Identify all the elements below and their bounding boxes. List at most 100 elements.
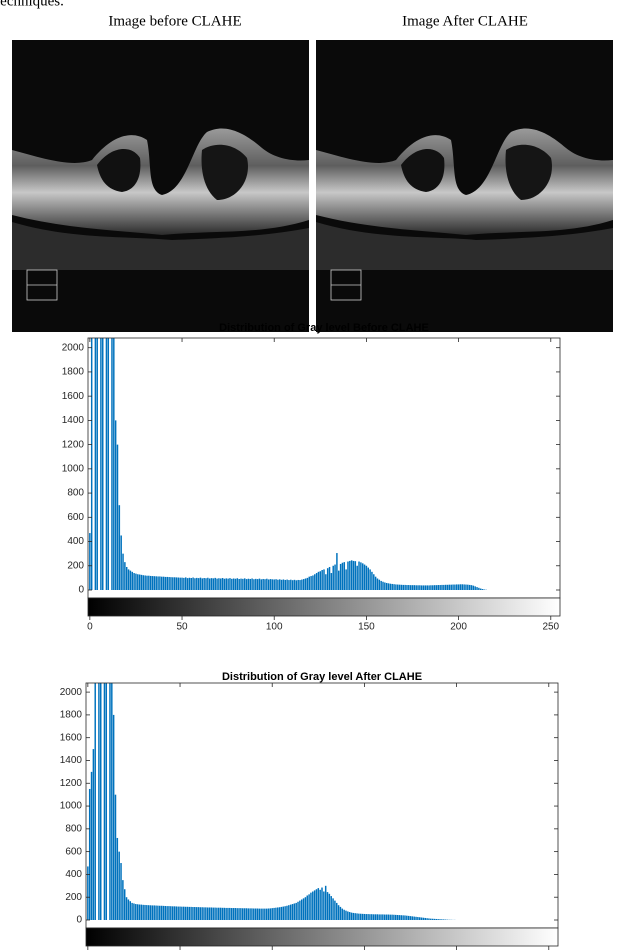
bar	[205, 578, 207, 590]
bar	[402, 915, 404, 920]
bar	[347, 561, 349, 590]
bar	[125, 897, 128, 920]
bar	[159, 576, 161, 590]
bar	[227, 578, 229, 590]
bar	[415, 585, 417, 590]
bar	[426, 918, 428, 920]
bar	[186, 906, 189, 920]
bar	[395, 584, 397, 590]
bar	[256, 579, 259, 590]
bar	[326, 568, 329, 590]
bar	[229, 578, 231, 590]
bar	[111, 338, 113, 591]
bar	[361, 563, 364, 590]
bar	[131, 902, 133, 920]
bar	[332, 565, 334, 590]
bar	[122, 553, 124, 590]
bar	[148, 575, 150, 590]
bar	[264, 908, 266, 920]
bar	[330, 573, 333, 590]
bar	[306, 577, 309, 590]
bar	[147, 905, 150, 920]
bar	[393, 584, 395, 590]
bar	[337, 905, 340, 920]
bar	[137, 574, 139, 590]
bar	[188, 577, 191, 590]
bar	[254, 908, 257, 920]
bar	[419, 585, 421, 590]
bar	[411, 585, 414, 590]
bar	[441, 919, 443, 920]
x-tick-label: 250	[542, 622, 559, 633]
bar	[241, 908, 244, 920]
bar	[481, 589, 484, 590]
bar	[135, 573, 137, 590]
bar	[365, 565, 368, 590]
bar	[408, 585, 410, 590]
bar	[218, 907, 220, 920]
bar	[231, 578, 233, 590]
bar	[280, 906, 283, 920]
chart-title: Distribution of Gray level After CLAHE	[222, 671, 422, 683]
bar	[291, 580, 294, 590]
bar	[437, 919, 439, 920]
bar	[352, 912, 355, 920]
bar	[278, 907, 281, 920]
bar	[402, 584, 405, 590]
bar	[279, 579, 281, 590]
bar	[314, 574, 316, 590]
bar	[179, 577, 181, 590]
bar	[343, 562, 346, 590]
bar	[417, 585, 419, 590]
bar	[415, 916, 417, 920]
y-tick-label: 0	[76, 915, 82, 926]
bar	[406, 585, 408, 590]
bar	[102, 338, 104, 590]
bar	[111, 683, 113, 920]
bar	[225, 578, 228, 590]
bar	[214, 577, 216, 590]
bar	[210, 907, 213, 920]
bar	[267, 908, 270, 920]
bar	[441, 584, 443, 590]
bar	[371, 571, 373, 590]
bar	[127, 899, 130, 920]
bar	[354, 913, 356, 920]
bar	[407, 915, 410, 920]
bar	[347, 911, 349, 920]
y-tick-label: 1200	[62, 439, 85, 450]
bar	[338, 570, 340, 590]
bar	[190, 578, 192, 590]
bar	[420, 585, 423, 590]
y-tick-label: 2000	[62, 342, 85, 353]
bar	[369, 569, 371, 590]
bar	[328, 893, 331, 920]
bar	[89, 533, 91, 590]
bar	[420, 917, 423, 920]
bar	[267, 579, 270, 590]
bar	[422, 585, 425, 590]
bar	[369, 914, 371, 920]
caption-fragment: techniques.	[0, 0, 64, 9]
bar	[326, 892, 329, 920]
bar	[94, 683, 96, 920]
bar	[133, 573, 135, 590]
bar	[155, 905, 157, 920]
bar	[428, 585, 430, 590]
bar	[107, 338, 110, 590]
bar	[214, 907, 216, 920]
bar	[391, 583, 393, 590]
bar	[352, 560, 355, 590]
bar	[146, 905, 148, 920]
bar	[177, 906, 179, 920]
bar	[103, 683, 106, 920]
bar	[175, 577, 178, 590]
bar	[397, 584, 399, 590]
bar	[461, 584, 464, 590]
bar	[249, 578, 251, 590]
bar	[229, 907, 231, 920]
bar	[448, 584, 451, 590]
y-tick-label: 200	[67, 560, 84, 571]
bar	[310, 892, 312, 920]
